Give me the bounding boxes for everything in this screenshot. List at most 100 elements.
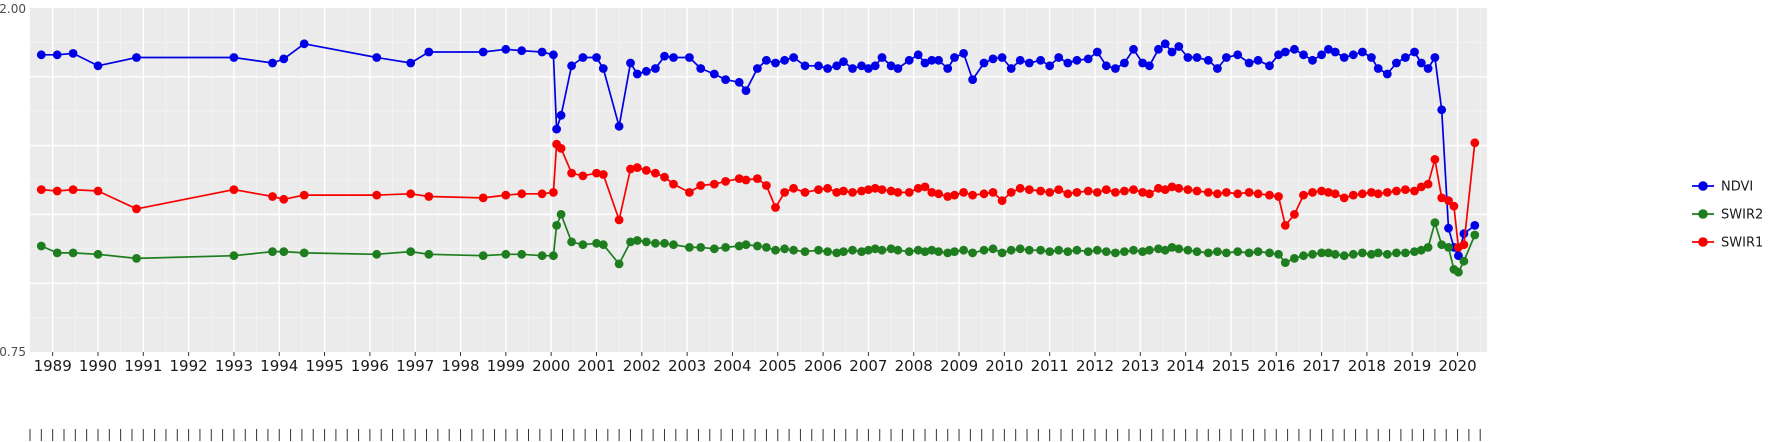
data-point <box>857 186 866 196</box>
data-point <box>1290 254 1299 263</box>
data-point <box>478 193 488 203</box>
data-point <box>1092 47 1102 57</box>
data-point <box>1222 248 1231 258</box>
data-point <box>1324 188 1333 197</box>
data-point <box>1339 251 1349 261</box>
data-point <box>1330 47 1340 57</box>
data-point <box>1324 248 1333 258</box>
x-tick-label: 2010 <box>985 357 1023 375</box>
data-point <box>870 244 880 254</box>
data-point <box>1373 64 1383 73</box>
data-point <box>1015 244 1025 254</box>
x-tick-label: 2008 <box>895 357 933 375</box>
data-point <box>1358 248 1367 258</box>
data-point <box>800 188 810 197</box>
data-point <box>1317 186 1326 196</box>
data-point <box>549 188 558 197</box>
data-point <box>709 179 719 189</box>
x-tick-label: 2014 <box>1167 357 1205 375</box>
data-point <box>741 175 751 185</box>
data-point <box>1280 221 1290 230</box>
x-tick-label: 2000 <box>532 357 570 375</box>
x-tick-label: 1990 <box>79 357 117 375</box>
x-tick-label: 2007 <box>849 357 887 375</box>
data-point <box>696 243 706 252</box>
data-point <box>1430 155 1440 164</box>
data-point <box>1145 189 1154 199</box>
data-point <box>1290 44 1299 54</box>
data-point <box>1174 183 1184 193</box>
data-point <box>1233 247 1243 256</box>
data-point <box>1072 55 1082 65</box>
data-point <box>598 64 608 73</box>
data-point <box>823 247 832 256</box>
data-point <box>1111 248 1120 258</box>
data-point <box>626 164 635 174</box>
data-point <box>1063 247 1073 256</box>
data-point <box>1111 64 1120 73</box>
data-point <box>1101 247 1111 256</box>
data-point <box>641 237 651 247</box>
x-tick-label: 2017 <box>1302 357 1340 375</box>
data-point <box>1036 55 1045 65</box>
data-point <box>870 61 880 71</box>
data-point <box>1054 245 1064 255</box>
data-point <box>1382 188 1392 197</box>
x-tick-label: 1998 <box>441 357 479 375</box>
data-point <box>578 240 588 250</box>
data-point <box>1423 243 1433 252</box>
data-point <box>823 64 832 73</box>
data-point <box>1072 188 1082 197</box>
data-point <box>1145 245 1154 255</box>
data-point <box>669 53 678 62</box>
data-point <box>1392 248 1401 258</box>
data-point <box>132 204 141 214</box>
x-tick-label: 2003 <box>668 357 706 375</box>
data-point <box>406 189 416 199</box>
data-point <box>893 64 903 73</box>
data-point <box>1444 196 1453 206</box>
data-point <box>1036 186 1045 196</box>
data-point <box>660 238 669 248</box>
data-point <box>1358 189 1367 199</box>
data-point <box>1213 189 1222 199</box>
legend-label: SWIR1 <box>1721 236 1763 251</box>
data-point <box>1280 47 1290 57</box>
data-point <box>968 75 977 84</box>
data-point <box>762 55 771 65</box>
data-point <box>549 251 558 261</box>
data-point <box>696 181 706 190</box>
data-point <box>52 50 62 60</box>
x-tick-label: 1991 <box>124 357 162 375</box>
data-point <box>641 66 651 76</box>
data-point <box>920 182 930 192</box>
data-point <box>959 49 968 58</box>
x-tick-label: 2016 <box>1257 357 1295 375</box>
data-point <box>1138 247 1147 256</box>
data-point <box>1253 189 1263 199</box>
data-point <box>920 58 930 68</box>
data-point <box>814 61 823 71</box>
data-point <box>857 61 866 71</box>
data-point <box>1382 249 1392 259</box>
data-point <box>592 168 601 178</box>
data-point <box>762 243 771 252</box>
data-point <box>997 248 1007 258</box>
data-point <box>934 247 943 256</box>
data-point <box>1160 245 1170 255</box>
data-point <box>1348 249 1358 259</box>
data-point <box>771 58 780 68</box>
data-point <box>651 238 660 248</box>
data-point <box>68 49 78 58</box>
data-point <box>36 241 46 251</box>
data-point <box>800 61 810 71</box>
data-point <box>1054 185 1064 195</box>
data-point <box>1253 247 1263 256</box>
data-point <box>943 192 953 201</box>
data-point <box>771 245 780 255</box>
x-tick-label: 1992 <box>170 357 208 375</box>
data-point <box>864 64 873 73</box>
data-point <box>893 188 903 197</box>
data-point <box>372 249 382 259</box>
